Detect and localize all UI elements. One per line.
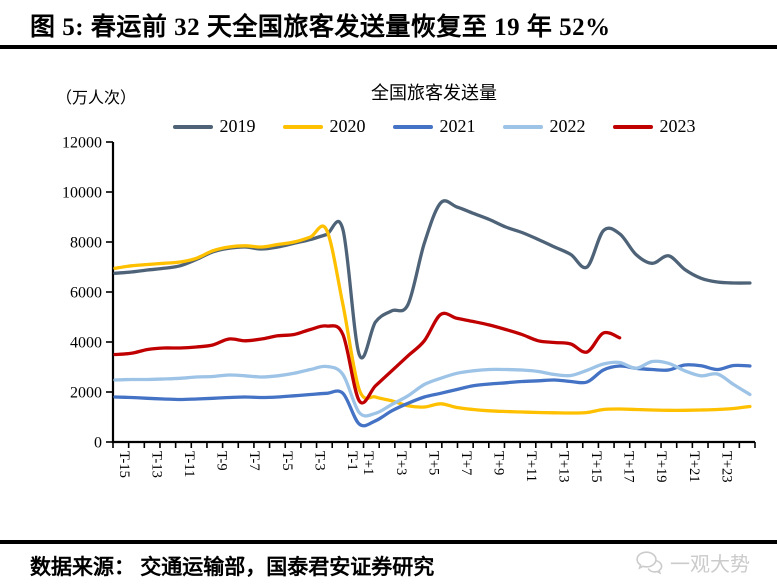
legend-label: 2022 — [549, 116, 586, 136]
y-tick-label: 12000 — [62, 135, 102, 152]
footer-divider — [0, 540, 777, 544]
x-tick-label: T+7 — [458, 451, 474, 475]
x-tick-label: T+3 — [393, 451, 409, 475]
watermark-text: 一观大势 — [670, 554, 750, 576]
legend-swatch-2022 — [502, 124, 543, 129]
y-tick-label: 4000 — [70, 335, 102, 352]
legend-swatch-2019 — [172, 124, 213, 129]
y-tick-label: 6000 — [70, 285, 102, 302]
series-line-2023 — [113, 311, 622, 405]
legend-item-2023: 2023 — [612, 116, 696, 137]
legend-swatch-2023 — [612, 124, 653, 129]
x-tick-label: T+19 — [653, 451, 669, 483]
x-tick-label: T+1 — [360, 451, 376, 475]
x-tick-label: T+9 — [490, 451, 506, 475]
x-tick-label: T-13 — [149, 451, 165, 478]
figure-title: 图 5: 春运前 32 天全国旅客发送量恢复至 19 年 52% — [30, 14, 611, 41]
legend-swatch-2021 — [392, 124, 433, 129]
x-tick-label: T-5 — [279, 451, 295, 471]
x-tick-label: T-9 — [214, 451, 230, 471]
x-tick-label: T+17 — [621, 451, 637, 483]
legend-swatch-2020 — [282, 124, 323, 129]
y-tick-label: 0 — [94, 435, 102, 452]
x-tick-label: T+13 — [556, 451, 572, 483]
series-line-2021 — [113, 363, 752, 428]
chat-bubbles-icon — [636, 550, 663, 574]
legend-item-2020: 2020 — [282, 116, 366, 137]
chart-title: 全国旅客发送量 — [371, 83, 497, 103]
y-axis-unit-label: （万人次） — [56, 90, 137, 107]
x-tick-label: T+15 — [588, 451, 604, 483]
series-line-2020 — [113, 224, 752, 415]
title-divider — [0, 45, 777, 49]
legend-item-2021: 2021 — [392, 116, 476, 137]
legend-item-2022: 2022 — [502, 116, 586, 137]
series-line-2019 — [113, 199, 752, 360]
x-tick-label: T-3 — [311, 451, 327, 471]
legend: 2019 2020 2021 2022 2023 — [103, 116, 765, 137]
series-line-2022 — [113, 359, 752, 418]
x-tick-label: T+21 — [686, 451, 702, 483]
legend-label: 2023 — [659, 116, 696, 136]
data-source: 数据来源： 交通运输部，国泰君安证券研究 — [30, 555, 435, 579]
legend-label: 2020 — [329, 116, 366, 136]
legend-label: 2021 — [439, 116, 476, 136]
y-tick-label: 2000 — [70, 385, 102, 402]
x-tick-label: T-11 — [181, 451, 197, 477]
x-tick-label: T-1 — [344, 451, 360, 471]
watermark: 一观大势 — [634, 548, 750, 577]
y-tick-label: 10000 — [62, 185, 102, 202]
x-tick-label: T-7 — [246, 451, 262, 471]
legend-item-2019: 2019 — [172, 116, 256, 137]
x-tick-label: T+23 — [718, 451, 734, 483]
x-tick-label: T+5 — [425, 451, 441, 475]
x-tick-label: T-15 — [116, 451, 132, 478]
x-tick-label: T+11 — [523, 451, 539, 482]
y-tick-label: 8000 — [70, 235, 102, 252]
legend-label: 2019 — [219, 116, 256, 136]
